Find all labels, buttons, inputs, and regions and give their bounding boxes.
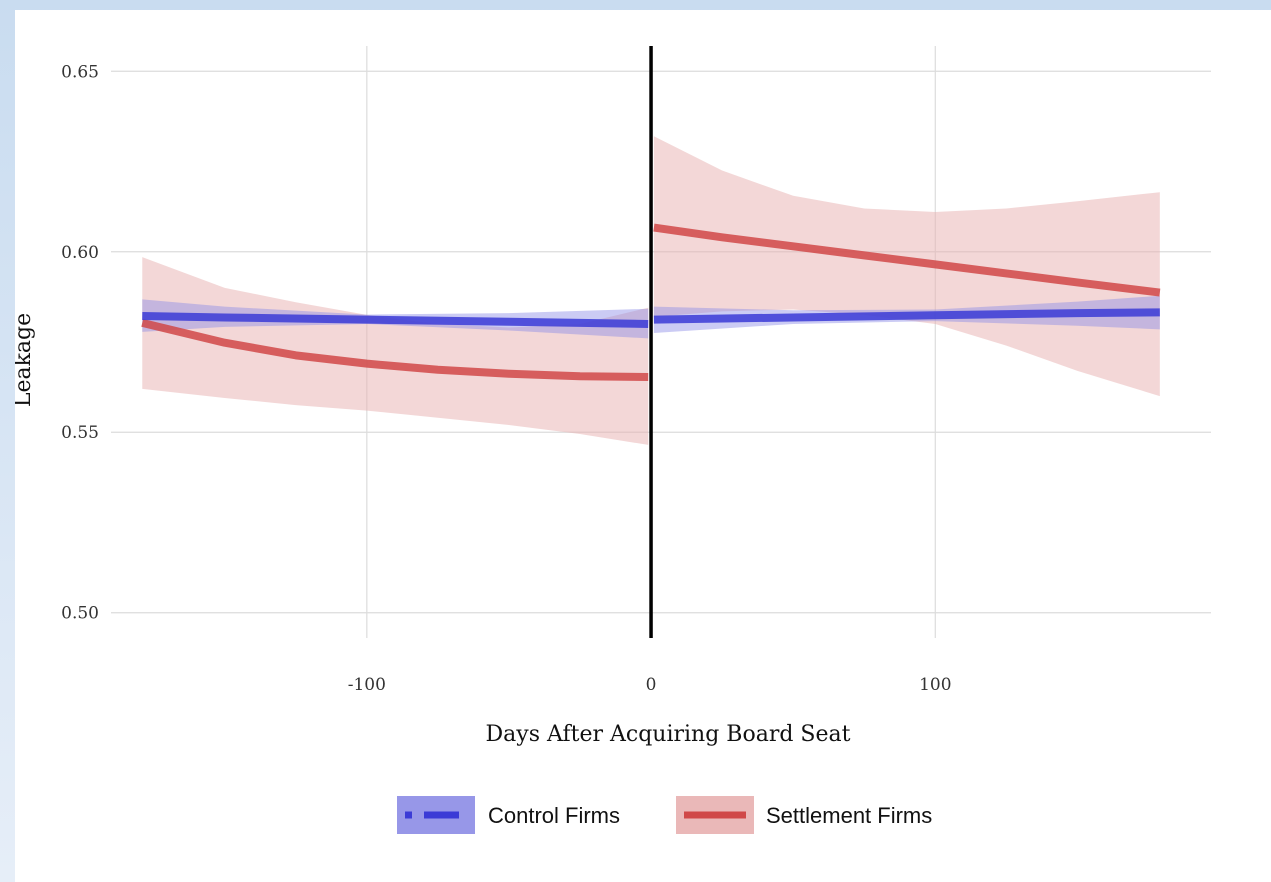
legend: Control Firms Settlement Firms <box>397 796 932 834</box>
settlement-firms-line <box>141 318 649 382</box>
y-tick-label: 0.65 <box>61 62 99 82</box>
leakage-chart: 0.50 0.55 0.60 0.65 -100 0 100 Days After Acqu… <box>15 46 1211 834</box>
settlement-confidence-band <box>142 257 649 445</box>
control-legend-label: Control Firms <box>488 803 620 828</box>
tick-labels: 0.50 0.55 0.60 0.65 -100 0 100 <box>61 62 951 695</box>
y-tick-label: 0.50 <box>61 604 99 624</box>
settlement-confidence-band <box>653 136 1160 397</box>
x-tick-label: 100 <box>919 675 951 695</box>
x-axis-title: Days After Acquiring Board Seat <box>486 722 851 747</box>
control-firms-line <box>653 308 1160 324</box>
chart-frame: 0.50 0.55 0.60 0.65 -100 0 100 Days After Acqu… <box>15 10 1271 882</box>
y-tick-label: 0.60 <box>61 243 99 263</box>
confidence-bands <box>142 136 1160 445</box>
settlement-legend-label: Settlement Firms <box>766 803 932 828</box>
x-tick-label: 0 <box>646 675 657 695</box>
x-tick-label: -100 <box>348 675 386 695</box>
series-lines <box>141 223 1161 382</box>
settlement-firms-line <box>653 223 1161 297</box>
y-axis-title: Leakage <box>15 313 36 407</box>
y-tick-label: 0.55 <box>61 423 99 443</box>
control-firms-line <box>142 312 649 328</box>
